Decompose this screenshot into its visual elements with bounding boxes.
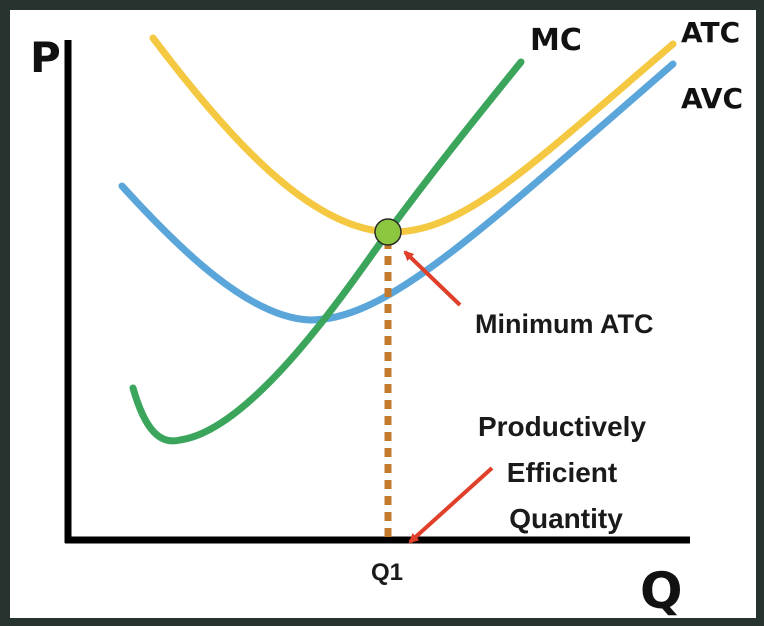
efficient-quantity-arrow (408, 466, 494, 544)
efficient-quantity-line-3: Quantity (509, 503, 623, 534)
efficient-quantity-line-1: Productively (478, 411, 646, 442)
avc-curve (118, 60, 677, 324)
atc-label: ATC (681, 16, 740, 49)
efficient-quantity-line-2: Efficient (507, 457, 617, 488)
q1-tick-label: Q1 (371, 559, 403, 586)
chart-frame (10, 10, 756, 618)
minimum-atc-label: Minimum ATC (475, 309, 653, 339)
x-axis-label: Q (640, 562, 683, 620)
mc-curve (129, 58, 525, 445)
minimum-atc-point (374, 218, 402, 246)
mc-label: MC (530, 23, 582, 58)
avc-label: AVC (681, 82, 743, 115)
minimum-atc-arrow (403, 250, 462, 307)
y-axis-label: P (30, 33, 61, 82)
